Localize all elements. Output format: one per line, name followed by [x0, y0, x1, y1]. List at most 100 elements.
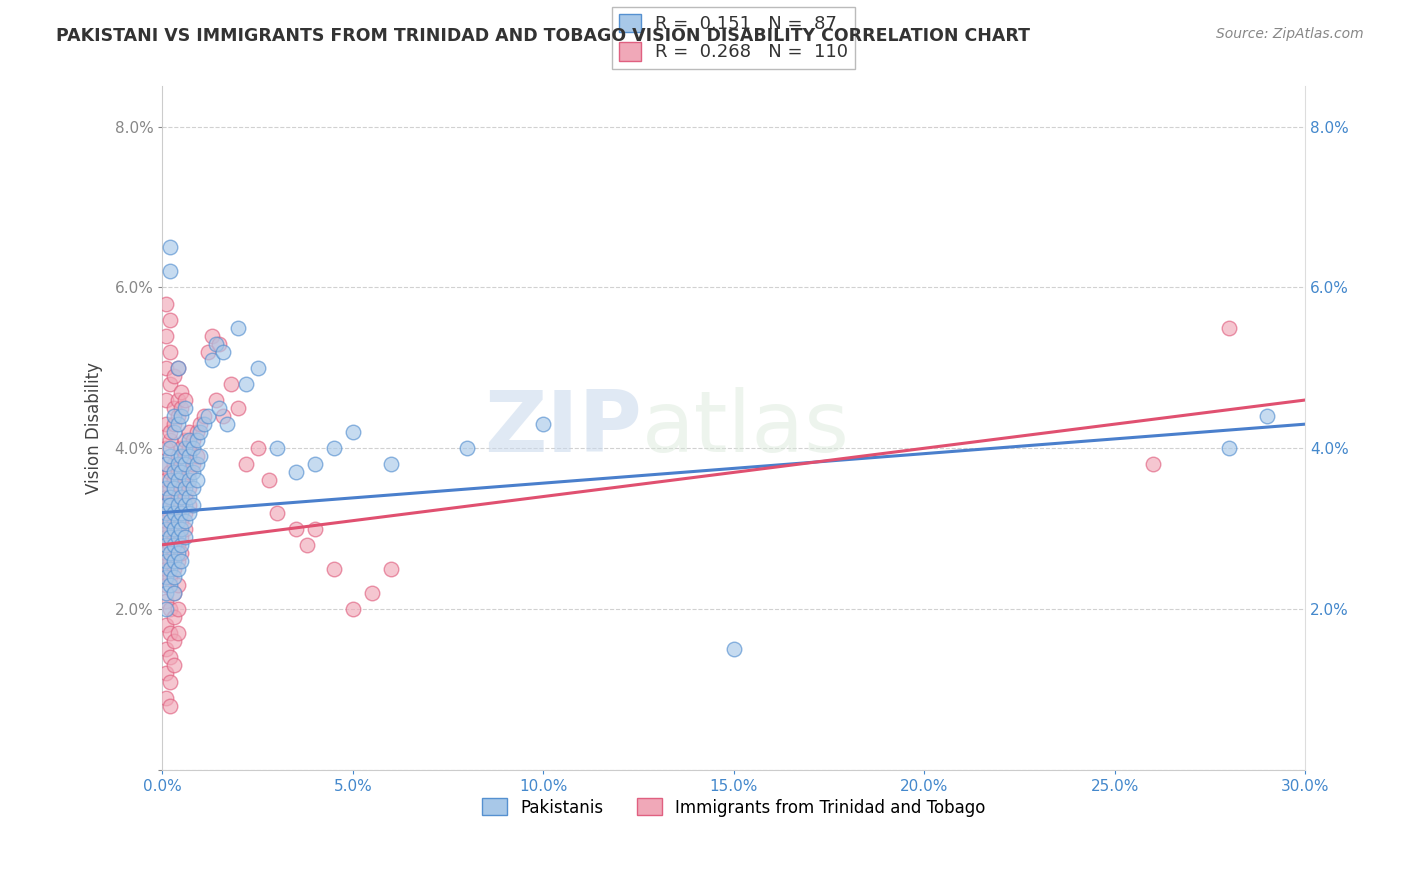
Point — [170, 409, 193, 423]
Point — [186, 434, 208, 448]
Point — [342, 425, 364, 440]
Point — [159, 450, 181, 464]
Point — [166, 602, 188, 616]
Point — [174, 498, 197, 512]
Point — [166, 522, 188, 536]
Point — [266, 506, 288, 520]
Point — [163, 401, 186, 415]
Point — [212, 344, 235, 359]
Point — [163, 368, 186, 383]
Point — [295, 538, 318, 552]
Point — [155, 642, 177, 657]
Point — [170, 546, 193, 560]
Point — [257, 474, 280, 488]
Point — [266, 442, 288, 456]
Point — [155, 570, 177, 584]
Point — [166, 360, 188, 375]
Point — [170, 530, 193, 544]
Point — [190, 417, 212, 432]
Point — [228, 401, 250, 415]
Point — [159, 344, 181, 359]
Point — [166, 409, 188, 423]
Point — [166, 554, 188, 568]
Point — [159, 650, 181, 665]
Legend: Pakistanis, Immigrants from Trinidad and Tobago: Pakistanis, Immigrants from Trinidad and… — [475, 792, 993, 823]
Point — [166, 392, 188, 407]
Point — [163, 458, 186, 472]
Point — [304, 458, 326, 472]
Point — [380, 562, 402, 576]
Point — [170, 401, 193, 415]
Point — [166, 490, 188, 504]
Point — [531, 417, 554, 432]
Point — [163, 425, 186, 440]
Point — [163, 586, 186, 600]
Point — [170, 384, 193, 399]
Point — [166, 450, 188, 464]
Point — [155, 458, 177, 472]
Point — [342, 602, 364, 616]
Point — [159, 602, 181, 616]
Point — [1142, 458, 1164, 472]
Point — [204, 336, 226, 351]
Point — [159, 530, 181, 544]
Point — [163, 538, 186, 552]
Point — [159, 554, 181, 568]
Point — [304, 522, 326, 536]
Point — [284, 466, 307, 480]
Point — [159, 264, 181, 278]
Point — [155, 514, 177, 528]
Point — [155, 474, 177, 488]
Point — [181, 458, 204, 472]
Point — [159, 538, 181, 552]
Point — [159, 514, 181, 528]
Point — [166, 626, 188, 640]
Point — [174, 450, 197, 464]
Point — [177, 482, 200, 496]
Point — [155, 498, 177, 512]
Point — [159, 376, 181, 391]
Point — [174, 392, 197, 407]
Point — [177, 466, 200, 480]
Point — [170, 442, 193, 456]
Text: Source: ZipAtlas.com: Source: ZipAtlas.com — [1216, 27, 1364, 41]
Point — [186, 425, 208, 440]
Point — [163, 658, 186, 673]
Point — [181, 442, 204, 456]
Point — [159, 425, 181, 440]
Point — [170, 554, 193, 568]
Point — [170, 538, 193, 552]
Point — [217, 417, 239, 432]
Point — [166, 498, 188, 512]
Point — [166, 530, 188, 544]
Point — [186, 474, 208, 488]
Point — [163, 530, 186, 544]
Point — [208, 401, 231, 415]
Point — [159, 626, 181, 640]
Point — [155, 506, 177, 520]
Point — [177, 506, 200, 520]
Point — [163, 634, 186, 648]
Text: atlas: atlas — [643, 386, 851, 470]
Point — [155, 417, 177, 432]
Point — [284, 522, 307, 536]
Point — [155, 530, 177, 544]
Point — [204, 392, 226, 407]
Point — [166, 458, 188, 472]
Point — [159, 482, 181, 496]
Point — [186, 450, 208, 464]
Point — [181, 498, 204, 512]
Point — [174, 474, 197, 488]
Point — [177, 442, 200, 456]
Point — [155, 562, 177, 576]
Point — [208, 336, 231, 351]
Point — [174, 434, 197, 448]
Point — [155, 522, 177, 536]
Point — [166, 562, 188, 576]
Point — [163, 514, 186, 528]
Point — [174, 522, 197, 536]
Point — [170, 506, 193, 520]
Point — [177, 450, 200, 464]
Point — [159, 490, 181, 504]
Point — [174, 514, 197, 528]
